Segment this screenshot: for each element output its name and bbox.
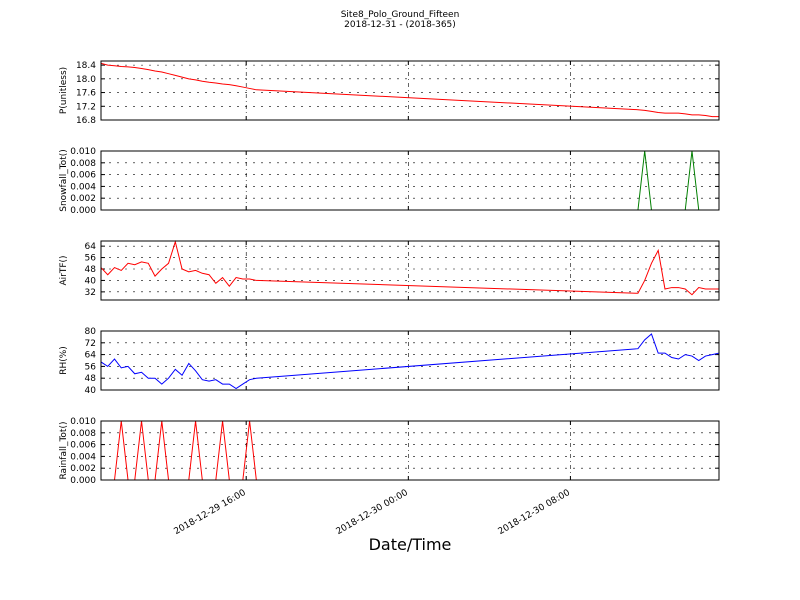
y-tick-label: 48 (85, 265, 97, 275)
y-tick-label: 72 (85, 339, 96, 349)
y-tick-label: 0.006 (70, 171, 96, 181)
data-line (101, 333, 719, 390)
y-tick-label: 17.6 (76, 89, 96, 99)
y-axis-label: AirTF() (59, 255, 69, 285)
y-tick-label: 0.004 (70, 182, 96, 192)
y-tick-label: 40 (85, 276, 97, 286)
y-tick-label: 0.008 (70, 159, 96, 169)
y-tick-label: 0.004 (70, 452, 96, 462)
y-tick-label: 64 (85, 242, 97, 252)
y-tick-label: 18.0 (76, 75, 96, 85)
x-tick-label: 2018-12-29 16:00 (172, 488, 247, 537)
y-tick-label: 80 (85, 327, 97, 337)
y-tick-label: 0.000 (70, 206, 96, 216)
chart-subtitle: 2018-12-31 - (2018-365) (344, 20, 456, 30)
y-tick-label: 17.2 (76, 102, 96, 112)
y-tick-label: 0.008 (70, 429, 96, 439)
y-axis-label: Rainfall_Tot() (59, 422, 69, 480)
plot-frame (100, 150, 720, 211)
y-tick-label: 32 (85, 288, 96, 298)
y-tick-label: 64 (85, 351, 97, 361)
y-tick-label: 0.010 (70, 147, 96, 157)
x-tick-label: 2018-12-30 08:00 (497, 488, 572, 537)
y-tick-label: 16.8 (76, 116, 96, 126)
y-tick-label: 18.4 (76, 61, 96, 71)
y-tick-label: 0.006 (70, 441, 96, 451)
y-tick-label: 56 (85, 362, 97, 372)
y-axis-label: P(unitless) (59, 67, 69, 114)
y-tick-label: 40 (85, 386, 97, 396)
y-tick-label: 0.000 (70, 476, 96, 486)
plot-frame (100, 240, 720, 301)
plot-frame (100, 330, 720, 391)
x-axis-label: Date/Time (369, 535, 452, 554)
chart-title: Site8_Polo_Ground_Fifteen (341, 10, 460, 20)
y-tick-label: 0.010 (70, 417, 96, 427)
y-tick-label: 0.002 (70, 194, 96, 204)
data-line (101, 420, 719, 481)
x-tick-label: 2018-12-30 00:00 (335, 488, 410, 537)
plot-frame (100, 60, 720, 121)
y-axis-label: RH(%) (59, 346, 69, 375)
data-line (101, 240, 719, 296)
y-axis-label: Snowfall_Tot() (59, 149, 69, 212)
data-line (101, 62, 719, 118)
y-tick-label: 56 (85, 254, 97, 264)
data-line (101, 150, 719, 211)
y-tick-label: 48 (85, 374, 97, 384)
y-tick-label: 0.002 (70, 464, 96, 474)
plot-frame (100, 420, 720, 481)
